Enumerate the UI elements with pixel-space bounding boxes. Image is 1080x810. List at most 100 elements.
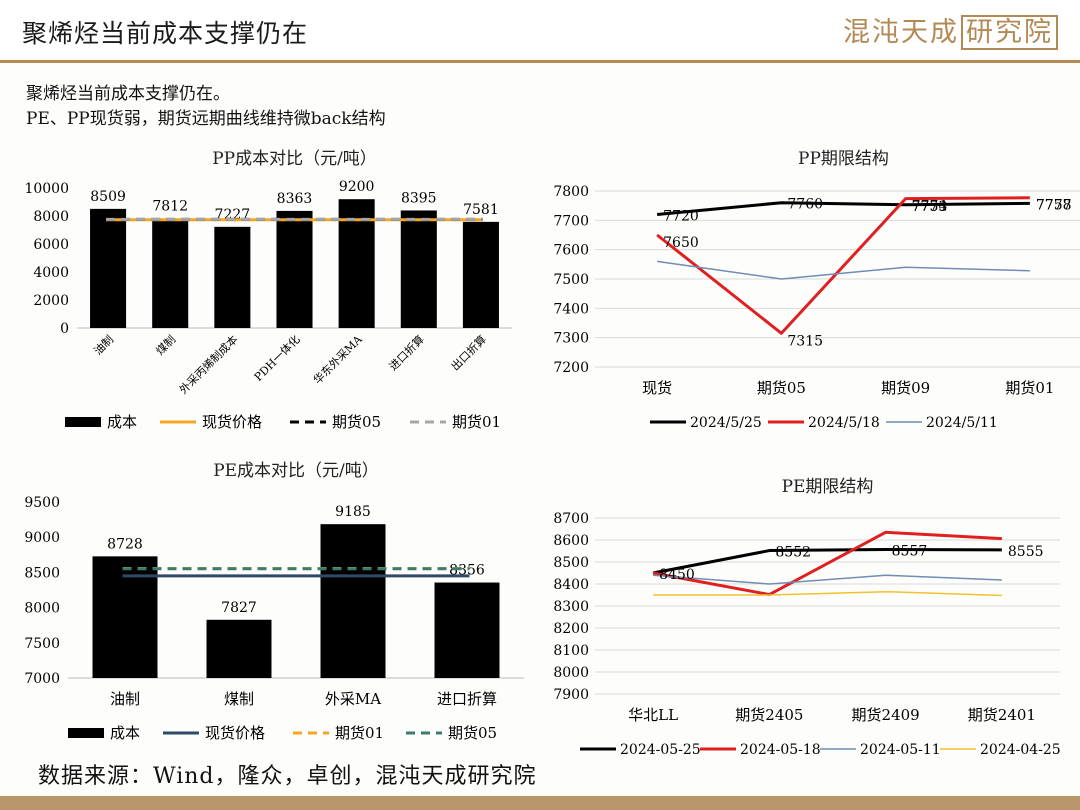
y-tick-label: 8100 bbox=[553, 643, 589, 659]
logo-box-text: 研究院 bbox=[961, 15, 1058, 50]
data-label: 9185 bbox=[335, 504, 371, 520]
y-tick-label: 8000 bbox=[24, 601, 60, 617]
bar bbox=[320, 524, 386, 678]
legend-label: 期货01 bbox=[335, 724, 384, 742]
pe-term-chart: PE期限结构 7900 8000 8100 8200 8300 8400 8500 8600 87… bbox=[553, 477, 1061, 758]
bar bbox=[152, 218, 189, 328]
y-tick-label: 8200 bbox=[553, 621, 589, 637]
bar bbox=[90, 208, 127, 328]
x-tick-label: 进口折算 bbox=[437, 690, 497, 708]
y-tick-label: 8500 bbox=[24, 565, 60, 581]
x-tick-label: 期货2401 bbox=[968, 706, 1036, 724]
x-tick-label: 华北LL bbox=[628, 706, 678, 724]
y-tick-label: 9000 bbox=[24, 530, 60, 546]
y-tick-label: 7900 bbox=[553, 687, 589, 703]
series-line bbox=[653, 590, 1002, 597]
chart-title: PE期限结构 bbox=[782, 477, 874, 497]
legend-label: 2024/5/11 bbox=[926, 415, 998, 431]
x-tick-label: 煤制 bbox=[154, 333, 179, 358]
legend-cost-swatch bbox=[68, 728, 104, 738]
x-tick-label: PDH一体化 bbox=[251, 332, 302, 383]
y-tick-label: 7500 bbox=[553, 272, 589, 288]
legend-cost-swatch bbox=[65, 417, 101, 427]
bar bbox=[276, 210, 313, 328]
y-tick-label: 7400 bbox=[553, 301, 589, 317]
data-label: 9200 bbox=[339, 179, 375, 195]
y-tick-label: 6000 bbox=[33, 237, 69, 253]
y-tick-label: 8700 bbox=[553, 511, 589, 527]
bar bbox=[462, 221, 499, 328]
y-tick-label: 7200 bbox=[553, 360, 589, 376]
data-label: 8552 bbox=[775, 545, 811, 561]
intro-line-2: PE、PP现货弱，期货远期曲线维持微back结构 bbox=[26, 109, 386, 129]
y-tick-label: 8000 bbox=[33, 209, 69, 225]
legend-label: 成本 bbox=[110, 724, 140, 742]
x-tick-label: 现货 bbox=[642, 379, 672, 397]
data-label: 7753 bbox=[912, 199, 948, 215]
y-tick-label: 0 bbox=[60, 321, 69, 337]
x-tick-label: 期货2405 bbox=[735, 706, 803, 724]
y-tick-label: 8300 bbox=[553, 599, 589, 615]
legend-label: 2024-05-25 bbox=[620, 742, 701, 758]
data-label: 8509 bbox=[90, 189, 126, 205]
x-tick-label: 煤制 bbox=[224, 690, 254, 708]
data-label: 7650 bbox=[663, 235, 699, 251]
data-label: 8557 bbox=[892, 543, 928, 559]
legend-label: 期货05 bbox=[332, 413, 381, 431]
y-tick-label: 8600 bbox=[553, 533, 589, 549]
x-tick-label: 出口折算 bbox=[448, 332, 489, 373]
pp-term-chart: PP期限结构 7200 7300 7400 7500 7600 7700 7800 现货 期货05… bbox=[553, 149, 1080, 431]
y-tick-label: 2000 bbox=[33, 293, 69, 309]
page-title: 聚烯烃当前成本支撑仍在 bbox=[22, 19, 309, 48]
logo-text: 混沌天成 bbox=[843, 17, 959, 48]
series-line bbox=[656, 201, 1030, 216]
legend-label: 现货价格 bbox=[202, 413, 262, 431]
x-tick-label: 外采丙烯制成本 bbox=[176, 332, 240, 396]
legend-label: 2024-05-11 bbox=[860, 742, 941, 758]
legend-label: 2024/5/18 bbox=[808, 415, 880, 431]
legend-label: 2024-05-18 bbox=[740, 742, 821, 758]
series-line bbox=[653, 574, 1002, 585]
series-line bbox=[657, 260, 1030, 280]
legend-label: 2024-04-25 bbox=[980, 742, 1061, 758]
y-tick-label: 4000 bbox=[33, 265, 69, 281]
pp-cost-chart: PP成本对比（元/吨） 0 2000 4000 6000 8000 10000 8509 油制 7… bbox=[24, 149, 512, 431]
y-tick-label: 7500 bbox=[24, 636, 60, 652]
data-label: 7720 bbox=[663, 208, 699, 224]
chart-title: PP期限结构 bbox=[798, 149, 889, 169]
data-label: 7581 bbox=[463, 202, 499, 218]
legend-label: 2024/5/25 bbox=[690, 415, 762, 431]
data-label: 8450 bbox=[659, 567, 695, 583]
data-label: 7760 bbox=[787, 197, 823, 213]
x-tick-label: 油制 bbox=[110, 690, 140, 708]
bar bbox=[434, 582, 500, 678]
x-tick-label: 期货2409 bbox=[852, 706, 920, 724]
data-label: 8728 bbox=[107, 536, 143, 552]
y-tick-label: 7600 bbox=[553, 243, 589, 259]
legend-label: 成本 bbox=[107, 413, 137, 431]
data-label: 7758 bbox=[1036, 197, 1072, 213]
bar bbox=[214, 226, 251, 328]
series-line bbox=[656, 196, 1030, 335]
intro-text: 聚烯烃当前成本支撑仍在。 PE、PP现货弱，期货远期曲线维持微back结构 bbox=[26, 82, 386, 132]
brand-logo: 混沌天成 研究院 bbox=[843, 10, 1058, 50]
pe-cost-chart: PE成本对比（元/吨） 7000 7500 8000 8500 9000 9500 8728 油… bbox=[24, 461, 524, 742]
header-divider bbox=[0, 60, 1080, 63]
x-tick-label: 油制 bbox=[91, 332, 116, 357]
data-label: 7315 bbox=[787, 333, 823, 349]
x-tick-label: 期货05 bbox=[757, 379, 806, 397]
data-label: 7774 bbox=[912, 199, 948, 215]
bar bbox=[206, 619, 272, 678]
y-tick-label: 7800 bbox=[553, 184, 589, 200]
series-line bbox=[652, 547, 1002, 575]
data-label: 7812 bbox=[152, 199, 188, 215]
y-tick-label: 10000 bbox=[24, 181, 69, 197]
y-tick-label: 8000 bbox=[553, 665, 589, 681]
header-bar: 聚烯烃当前成本支撑仍在 混沌天成 研究院 bbox=[0, 0, 1080, 60]
y-tick-label: 8400 bbox=[553, 577, 589, 593]
legend-label: 期货05 bbox=[448, 724, 497, 742]
x-tick-label: 期货09 bbox=[881, 379, 930, 397]
data-source: 数据来源：Wind，隆众，卓创，混沌天成研究院 bbox=[38, 764, 537, 789]
x-tick-label: 期货01 bbox=[1005, 379, 1054, 397]
y-tick-label: 8500 bbox=[553, 555, 589, 571]
